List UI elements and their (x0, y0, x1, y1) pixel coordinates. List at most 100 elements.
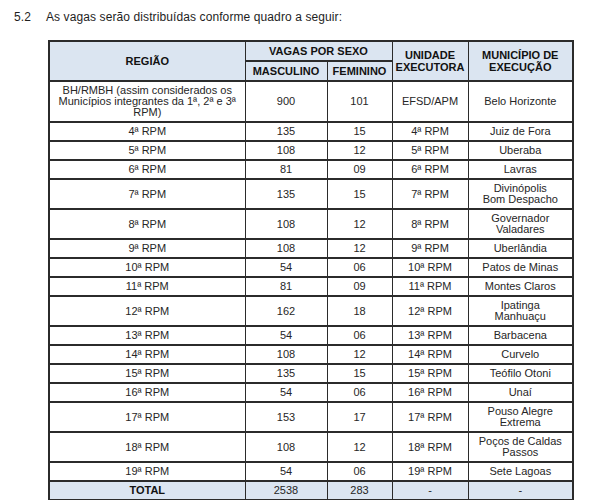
cell-regiao: 6ª RPM (49, 160, 245, 179)
table-body: BH/RMBH (assim considerados os Município… (49, 81, 573, 481)
cell-regiao: 18ª RPM (49, 432, 245, 462)
total-label: TOTAL (49, 481, 245, 500)
cell-masculino: 108 (245, 209, 327, 239)
table-row: 7ª RPM135157ª RPMDivinópolis Bom Despach… (49, 179, 573, 209)
cell-unidade: 19ª RPM (392, 462, 468, 481)
total-municipio: - (468, 481, 573, 500)
cell-masculino: 108 (245, 141, 327, 160)
cell-masculino: 108 (245, 345, 327, 364)
cell-feminino: 09 (327, 160, 392, 179)
cell-municipio: Uberaba (468, 141, 573, 160)
cell-regiao: 13ª RPM (49, 326, 245, 345)
cell-feminino: 12 (327, 209, 392, 239)
cell-municipio: Pouso Alegre Extrema (468, 402, 573, 432)
cell-municipio: Curvelo (468, 345, 573, 364)
cell-unidade: 11ª RPM (392, 277, 468, 296)
cell-feminino: 17 (327, 402, 392, 432)
document-page: 5.2 As vagas serão distribuídas conforme… (0, 10, 602, 500)
cell-feminino: 06 (327, 258, 392, 277)
cell-regiao: 4ª RPM (49, 122, 245, 141)
cell-regiao: 8ª RPM (49, 209, 245, 239)
cell-regiao: 11ª RPM (49, 277, 245, 296)
header-vagas-por-sexo: VAGAS POR SEXO (245, 41, 392, 61)
cell-regiao: 5ª RPM (49, 141, 245, 160)
cell-regiao: 9ª RPM (49, 239, 245, 258)
total-row: TOTAL 2538 283 - - (49, 481, 573, 500)
table-row: 12ª RPM1621812ª RPMIpatinga Manhuaçu (49, 296, 573, 326)
cell-feminino: 15 (327, 179, 392, 209)
table-row: 11ª RPM810911ª RPMMontes Claros (49, 277, 573, 296)
cell-unidade: 7ª RPM (392, 179, 468, 209)
table-row: 4ª RPM135154ª RPMJuiz de Fora (49, 122, 573, 141)
cell-masculino: 108 (245, 239, 327, 258)
cell-unidade: 17ª RPM (392, 402, 468, 432)
cell-municipio: Sete Lagoas (468, 462, 573, 481)
cell-unidade: 12ª RPM (392, 296, 468, 326)
total-feminino: 283 (327, 481, 392, 500)
cell-municipio: Patos de Minas (468, 258, 573, 277)
cell-unidade: 6ª RPM (392, 160, 468, 179)
table-row: 9ª RPM108129ª RPMUberlândia (49, 239, 573, 258)
cell-masculino: 81 (245, 277, 327, 296)
cell-unidade: 15ª RPM (392, 364, 468, 383)
cell-feminino: 06 (327, 383, 392, 402)
cell-masculino: 900 (245, 81, 327, 122)
cell-regiao: 15ª RPM (49, 364, 245, 383)
cell-feminino: 15 (327, 122, 392, 141)
cell-unidade: 14ª RPM (392, 345, 468, 364)
cell-feminino: 12 (327, 141, 392, 160)
cell-municipio: Barbacena (468, 326, 573, 345)
cell-regiao: 12ª RPM (49, 296, 245, 326)
table-row: 14ª RPM1081214ª RPMCurvelo (49, 345, 573, 364)
table-header: REGIÃO VAGAS POR SEXO UNIDADE EXECUTORA … (49, 41, 573, 81)
cell-feminino: 101 (327, 81, 392, 122)
cell-regiao: 19ª RPM (49, 462, 245, 481)
cell-unidade: 5ª RPM (392, 141, 468, 160)
cell-feminino: 12 (327, 432, 392, 462)
cell-unidade: 18ª RPM (392, 432, 468, 462)
cell-masculino: 135 (245, 179, 327, 209)
cell-municipio: Juiz de Fora (468, 122, 573, 141)
cell-masculino: 162 (245, 296, 327, 326)
cell-municipio: Unaí (468, 383, 573, 402)
header-unidade-executora: UNIDADE EXECUTORA (392, 41, 468, 81)
cell-masculino: 54 (245, 258, 327, 277)
cell-feminino: 06 (327, 326, 392, 345)
table-row: 8ª RPM108128ª RPMGovernador Valadares (49, 209, 573, 239)
table-row: 17ª RPM1531717ª RPMPouso Alegre Extrema (49, 402, 573, 432)
cell-municipio: Ipatinga Manhuaçu (468, 296, 573, 326)
cell-municipio: Governador Valadares (468, 209, 573, 239)
cell-unidade: 4ª RPM (392, 122, 468, 141)
cell-masculino: 81 (245, 160, 327, 179)
cell-unidade: 10ª RPM (392, 258, 468, 277)
table-row: 15ª RPM1351515ª RPMTeófilo Otoni (49, 364, 573, 383)
cell-unidade: EFSD/APM (392, 81, 468, 122)
cell-masculino: 54 (245, 383, 327, 402)
total-masculino: 2538 (245, 481, 327, 500)
header-row-1: REGIÃO VAGAS POR SEXO UNIDADE EXECUTORA … (49, 41, 573, 61)
cell-masculino: 135 (245, 122, 327, 141)
cell-feminino: 09 (327, 277, 392, 296)
table-row: 5ª RPM108125ª RPMUberaba (49, 141, 573, 160)
cell-regiao: BH/RMBH (assim considerados os Município… (49, 81, 245, 122)
vagas-table: REGIÃO VAGAS POR SEXO UNIDADE EXECUTORA … (48, 40, 574, 500)
cell-municipio: Lavras (468, 160, 573, 179)
cell-unidade: 8ª RPM (392, 209, 468, 239)
header-municipio-execucao: MUNICÍPIO DE EXECUÇÃO (468, 41, 573, 81)
cell-municipio: Divinópolis Bom Despacho (468, 179, 573, 209)
header-regiao: REGIÃO (49, 41, 245, 81)
cell-unidade: 9ª RPM (392, 239, 468, 258)
cell-feminino: 06 (327, 462, 392, 481)
cell-masculino: 54 (245, 326, 327, 345)
table-row: 13ª RPM540613ª RPMBarbacena (49, 326, 573, 345)
cell-feminino: 12 (327, 345, 392, 364)
cell-masculino: 108 (245, 432, 327, 462)
section-text: As vagas serão distribuídas conforme qua… (46, 10, 342, 24)
cell-unidade: 16ª RPM (392, 383, 468, 402)
header-masculino: MASCULINO (245, 61, 327, 81)
cell-municipio: Teófilo Otoni (468, 364, 573, 383)
table-row: 10ª RPM540610ª RPMPatos de Minas (49, 258, 573, 277)
cell-regiao: 14ª RPM (49, 345, 245, 364)
cell-masculino: 54 (245, 462, 327, 481)
header-feminino: FEMININO (327, 61, 392, 81)
